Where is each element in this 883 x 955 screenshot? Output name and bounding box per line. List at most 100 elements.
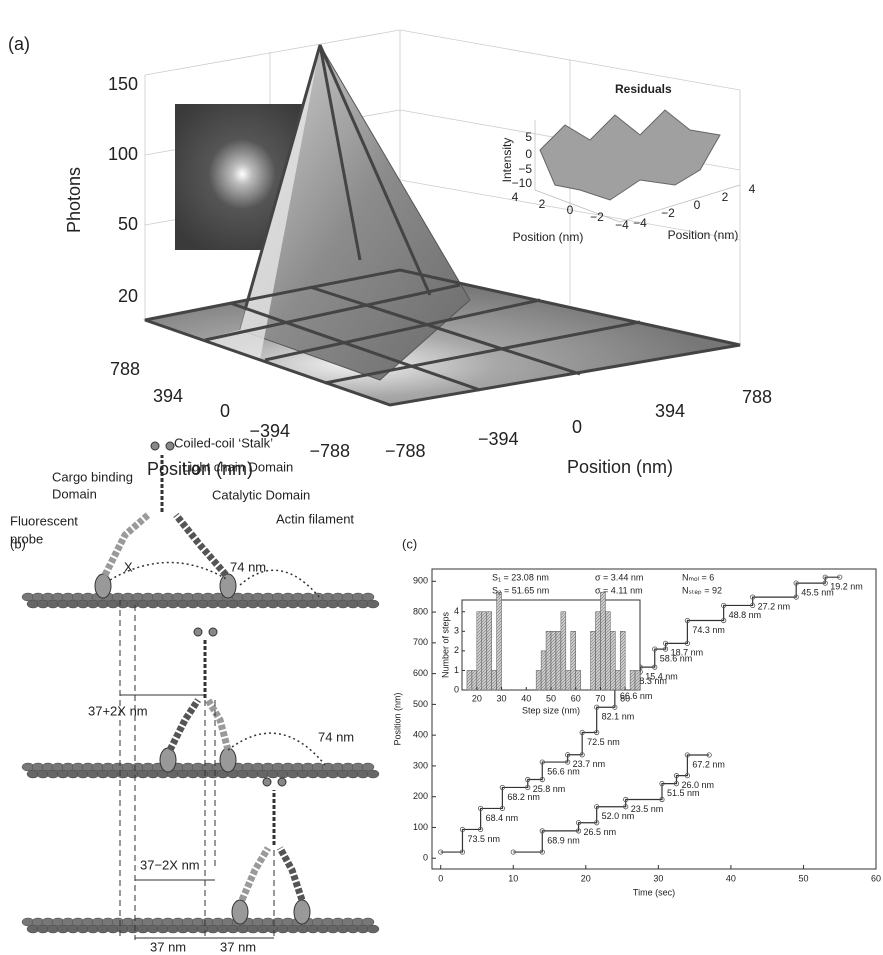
label: Fluorescent bbox=[10, 513, 78, 528]
annotation: S₁ = 23.08 nm bbox=[492, 572, 549, 582]
y-tick-label: 0 bbox=[454, 684, 459, 694]
step-label: 26.5 nm bbox=[584, 827, 617, 837]
axis-line bbox=[534, 189, 621, 223]
panel-label: (b) bbox=[10, 536, 26, 551]
data-point bbox=[525, 784, 531, 791]
label: Actin filament bbox=[276, 511, 354, 526]
surface-mesh bbox=[144, 44, 741, 407]
data-point bbox=[684, 773, 690, 779]
data-point bbox=[837, 574, 843, 580]
data-point bbox=[594, 729, 600, 736]
z-tick-label: −10 bbox=[512, 176, 533, 190]
hist-bar bbox=[476, 611, 483, 691]
data-point bbox=[793, 580, 799, 586]
x-tick-label: −394 bbox=[249, 421, 290, 441]
data-point bbox=[539, 759, 545, 765]
z-tick-label: −5 bbox=[518, 162, 532, 176]
lever-dark bbox=[166, 698, 201, 752]
y-tick-label: −394 bbox=[478, 429, 519, 449]
hist-bar bbox=[560, 611, 567, 691]
y-tick-label: 2 bbox=[454, 645, 459, 655]
y-tick-label: 788 bbox=[742, 387, 772, 407]
step-label: 23.5 nm bbox=[631, 804, 664, 814]
label: Cargo binding bbox=[52, 469, 133, 484]
y-axis-title: Number of steps bbox=[440, 611, 450, 678]
plot-frame bbox=[431, 568, 877, 870]
mesh-line bbox=[229, 301, 481, 392]
x-tick-label: 10 bbox=[508, 873, 518, 883]
hist-bar bbox=[496, 591, 502, 691]
hist-bar bbox=[629, 670, 636, 691]
data-point bbox=[438, 849, 444, 855]
data-point bbox=[623, 804, 629, 810]
lever-light bbox=[238, 846, 272, 902]
data-point bbox=[663, 640, 669, 646]
data-point bbox=[793, 594, 799, 600]
hist-bar bbox=[550, 631, 557, 691]
mesh-line bbox=[264, 298, 541, 362]
step-label: 45.5 nm bbox=[801, 587, 834, 597]
hist-bar bbox=[615, 670, 621, 691]
head bbox=[293, 899, 311, 925]
step-label: 67.2 nm bbox=[692, 759, 725, 769]
data-point bbox=[750, 594, 756, 600]
step-label: 66.6 nm bbox=[620, 691, 653, 701]
step-label: 48.3 nm bbox=[634, 676, 667, 686]
myosin-art bbox=[94, 441, 326, 940]
data-point bbox=[579, 729, 585, 736]
mesh-line bbox=[204, 283, 461, 342]
label: Light chain Domain bbox=[182, 459, 293, 474]
axis-title: Photons bbox=[64, 167, 84, 233]
hist-bar bbox=[605, 611, 611, 691]
y-tick-label: −788 bbox=[385, 441, 426, 461]
residual-box bbox=[534, 120, 741, 223]
y-tick-label: 700 bbox=[413, 637, 428, 647]
axis-title: Position (nm) bbox=[567, 457, 673, 477]
step-fit bbox=[513, 754, 710, 853]
data-point bbox=[510, 849, 516, 855]
step-label: 23.7 nm bbox=[573, 759, 606, 769]
x-tick-label: 30 bbox=[497, 693, 507, 703]
label: X bbox=[124, 559, 133, 574]
step-label: 52.0 nm bbox=[602, 811, 635, 821]
x-tick-label: 50 bbox=[546, 693, 556, 703]
data-point bbox=[706, 752, 712, 758]
cargo-domain bbox=[193, 627, 203, 637]
y-tick-label: 500 bbox=[413, 699, 428, 709]
x-tick-label: 788 bbox=[110, 359, 140, 379]
step-label: 48.8 nm bbox=[729, 610, 762, 620]
y-tick-label: 0 bbox=[423, 853, 428, 863]
x-tick-label: 30 bbox=[653, 873, 663, 883]
x-tick-label: 0 bbox=[567, 203, 574, 217]
back-edge bbox=[144, 29, 401, 76]
x-tick-label: 0 bbox=[438, 873, 443, 883]
hist-bar bbox=[466, 670, 473, 691]
hist-bar bbox=[619, 631, 626, 691]
lever-light bbox=[101, 512, 151, 577]
lever-dark bbox=[276, 846, 306, 902]
y-tick-label: 394 bbox=[655, 401, 685, 421]
y-tick-label: 900 bbox=[413, 576, 428, 586]
panel-label: (a) bbox=[8, 34, 30, 54]
data-point bbox=[539, 849, 545, 855]
y-tick-label: 1 bbox=[454, 665, 459, 675]
z-tick-label: 20 bbox=[118, 286, 138, 306]
x-tick-label: 40 bbox=[521, 693, 531, 703]
mesh-edge bbox=[144, 268, 741, 407]
data-point bbox=[750, 602, 756, 609]
cargo-domain bbox=[150, 441, 160, 451]
step-label: 56.6 nm bbox=[547, 766, 580, 776]
data-point bbox=[652, 646, 658, 652]
y-tick-label: 600 bbox=[413, 668, 428, 678]
data-point bbox=[594, 804, 600, 810]
data-point bbox=[575, 828, 582, 834]
hist-bar bbox=[570, 631, 576, 691]
y-tick-label: 800 bbox=[413, 606, 428, 616]
y-tick-label: 2 bbox=[722, 190, 729, 204]
x-tick-label: 20 bbox=[472, 693, 482, 703]
hist-bar bbox=[575, 670, 581, 691]
hist-bar bbox=[481, 611, 487, 691]
cargo-domain bbox=[165, 441, 175, 451]
hist-bar bbox=[634, 670, 641, 691]
